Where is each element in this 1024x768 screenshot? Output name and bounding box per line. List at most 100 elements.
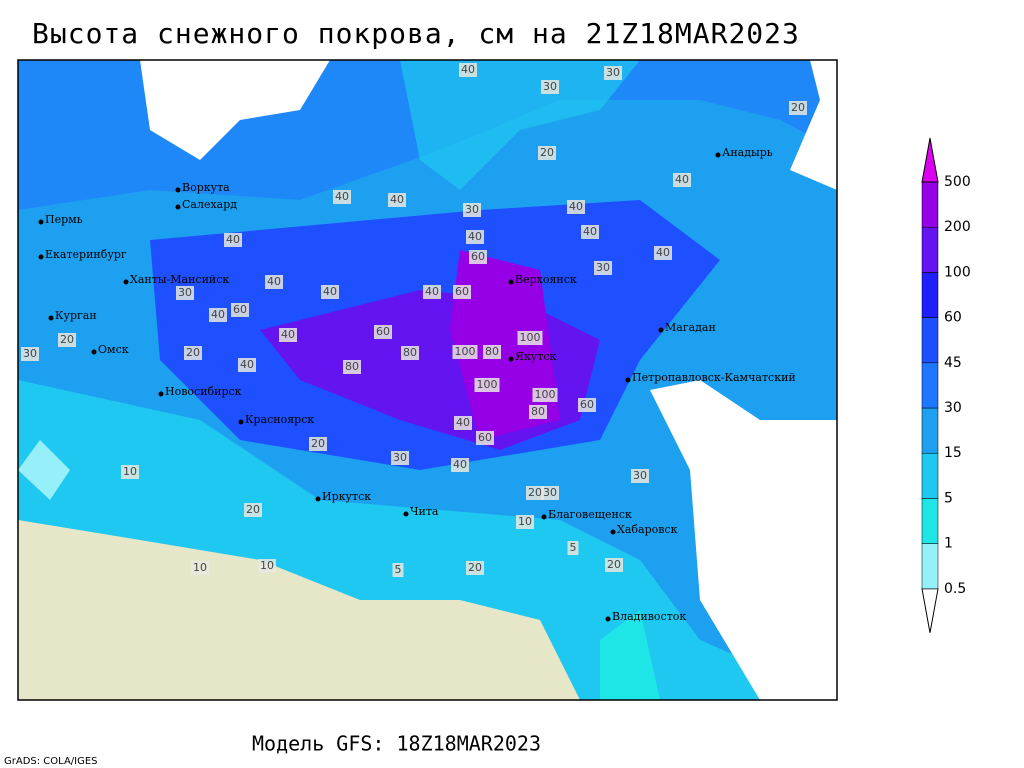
contour-label: 30 [606, 66, 620, 79]
city-name: Красноярск [245, 413, 314, 426]
contour-label: 40 [425, 285, 439, 298]
contour-label-box [392, 563, 404, 577]
contour-label-box [231, 303, 249, 317]
city-name: Пермь [45, 213, 83, 226]
city-dot [508, 279, 514, 285]
contour-label: 30 [543, 486, 557, 499]
contour-label: 20 [60, 333, 74, 346]
contour-label-box [654, 246, 672, 260]
colorbar-segment [921, 543, 939, 590]
contour-label-box [466, 561, 484, 575]
city-dot [715, 152, 721, 158]
city-dot [91, 349, 97, 355]
contour-label: 10 [260, 559, 274, 572]
colorbar-top [921, 137, 939, 183]
contour-label-box [452, 345, 478, 359]
contour-label: 60 [580, 398, 594, 411]
city-name: Петропавловск-Камчатский [632, 371, 796, 384]
colorbar-segment [921, 317, 939, 364]
city-name: Якутск [515, 350, 556, 363]
contour-label-box [224, 233, 242, 247]
colorbar-segment [921, 498, 939, 544]
contour-label: 100 [520, 331, 541, 344]
city-name: Владивосток [612, 610, 686, 623]
contour-label: 20 [311, 437, 325, 450]
contour-label: 40 [583, 225, 597, 238]
contour-label-box [401, 346, 419, 360]
colorbar-label: 1 [944, 536, 953, 552]
credit: GrADS: COLA/IGES [4, 756, 98, 767]
city-dot [175, 204, 181, 210]
city-name: Ханты-Мансийск [130, 273, 229, 286]
city-name: Новосибирск [165, 385, 242, 398]
contour-label-box [176, 286, 194, 300]
contour-label-box [581, 225, 599, 239]
contour-label: 60 [478, 431, 492, 444]
contour-label-box [454, 416, 472, 430]
colorbar-label: 60 [944, 310, 962, 326]
city-dot [315, 496, 321, 502]
contour-label: 5 [570, 541, 577, 554]
city-name: Воркута [182, 181, 230, 194]
city-name: Хабаровск [617, 523, 678, 536]
contour-label-box [578, 398, 596, 412]
colorbar-segment [921, 272, 939, 318]
contour-label: 20 [607, 558, 621, 571]
contour-label-box [258, 559, 276, 573]
contour-label: 20 [791, 101, 805, 114]
contour-label: 60 [455, 285, 469, 298]
contour-label: 40 [656, 246, 670, 259]
contour-label: 10 [123, 465, 137, 478]
contour-label-box [343, 360, 361, 374]
contour-label-box [673, 173, 691, 187]
city-dot [38, 219, 44, 225]
city-dot [123, 279, 129, 285]
contour-label: 40 [211, 308, 225, 321]
contour-label: 30 [393, 451, 407, 464]
contour-label: 100 [477, 378, 498, 391]
colorbar-segment [921, 226, 939, 273]
contour-label-box [58, 333, 76, 347]
contour-label: 10 [193, 561, 207, 574]
city-dot [508, 356, 514, 362]
contour-label-box [374, 325, 392, 339]
colorbar-label: 500 [944, 174, 971, 190]
contour-label: 30 [178, 286, 192, 299]
contour-label: 20 [540, 146, 554, 159]
contour-label: 40 [335, 190, 349, 203]
contour-label: 60 [233, 303, 247, 316]
contour-label: 5 [395, 563, 402, 576]
colorbar-label: 5 [944, 490, 953, 506]
contour-label: 20 [528, 486, 542, 499]
city-name: Салехард [182, 198, 237, 211]
contour-label-box [333, 190, 351, 204]
contour-label: 40 [675, 173, 689, 186]
city-dot [238, 419, 244, 425]
contour-label: 10 [518, 515, 532, 528]
contour-label: 40 [323, 285, 337, 298]
contour-label-box [605, 558, 623, 572]
city-name: Магадан [665, 321, 716, 334]
colorbar-segment [921, 407, 939, 454]
city-dot [48, 315, 54, 321]
contour-label: 30 [465, 203, 479, 216]
colorbar-label: 0.5 [944, 581, 966, 597]
contour-label: 80 [485, 345, 499, 358]
contour-label: 60 [471, 250, 485, 263]
contour-label-box [594, 261, 612, 275]
contour-label: 20 [468, 561, 482, 574]
contour-label-box [474, 378, 500, 392]
contour-label-box [466, 230, 484, 244]
contour-label-box [532, 388, 558, 402]
contour-label: 40 [569, 200, 583, 213]
map [18, 60, 837, 700]
contour-label: 30 [633, 469, 647, 482]
contour-label: 40 [281, 328, 295, 341]
contour-label-box [453, 285, 471, 299]
contour-label: 40 [468, 230, 482, 243]
city-dot [38, 254, 44, 260]
colorbar-bottom [921, 588, 939, 633]
contour-label: 40 [461, 63, 475, 76]
